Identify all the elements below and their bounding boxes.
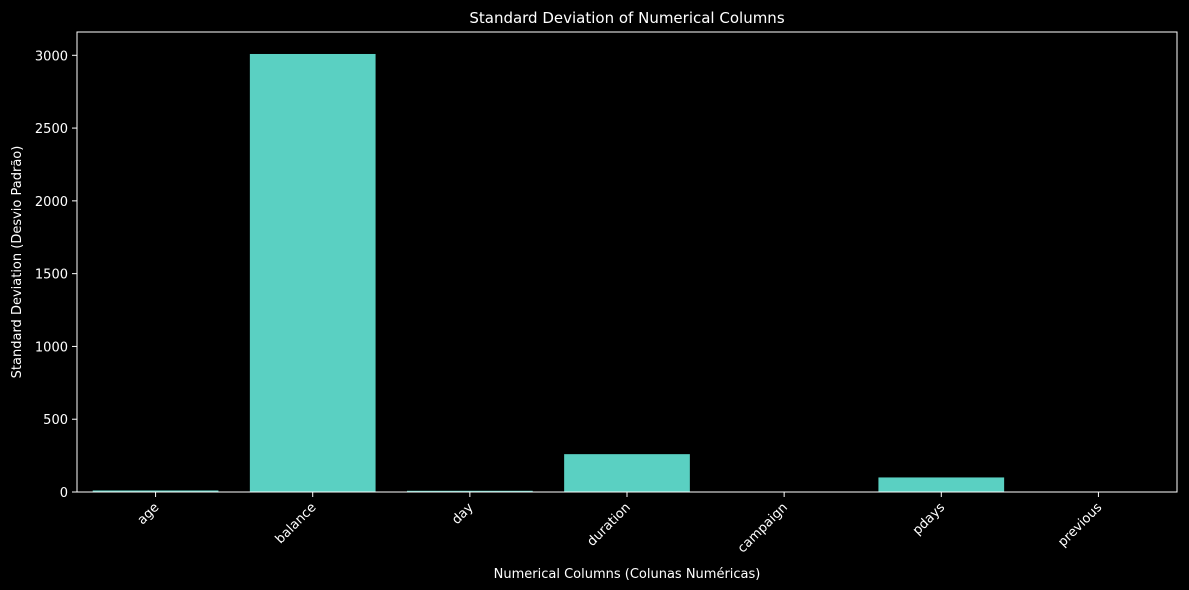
y-tick-label: 500 xyxy=(43,413,68,428)
bar-pdays xyxy=(878,477,1005,492)
y-tick-label: 0 xyxy=(60,486,68,501)
bar-age xyxy=(92,490,219,492)
plot-frame xyxy=(76,31,1178,493)
y-tick-label: 2500 xyxy=(35,122,68,137)
bar-duration xyxy=(564,454,690,492)
y-axis-ticks: 0 500 1000 1500 2000 2500 3000 xyxy=(35,49,77,501)
bar-balance xyxy=(249,53,376,492)
y-tick-label: 2000 xyxy=(35,195,68,210)
bars-group xyxy=(92,53,1162,492)
chart-title: Standard Deviation of Numerical Columns xyxy=(469,9,784,27)
y-tick-label: 1000 xyxy=(35,340,68,355)
y-tick-label: 1500 xyxy=(35,268,68,283)
bar-day xyxy=(407,490,533,492)
x-axis-label: Numerical Columns (Colunas Numéricas) xyxy=(494,567,761,582)
y-axis-label: Standard Deviation (Desvio Padrão) xyxy=(10,146,25,379)
y-tick-label: 3000 xyxy=(35,49,68,64)
